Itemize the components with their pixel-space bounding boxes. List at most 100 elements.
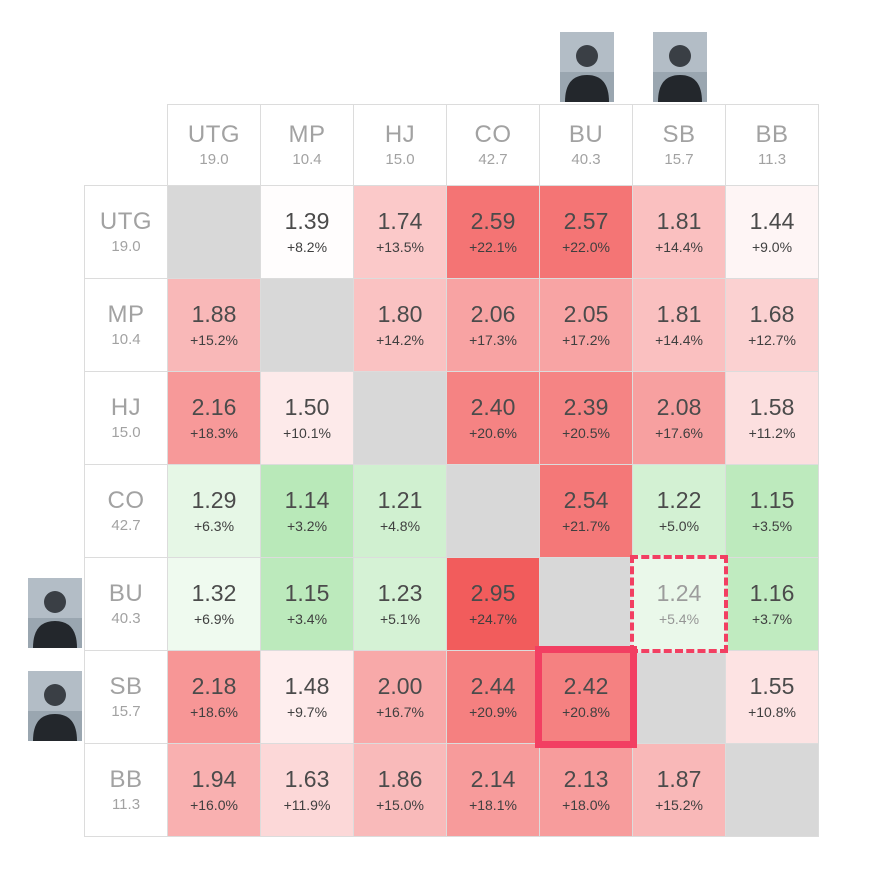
matrix-cell-hj-vs-utg[interactable]: 2.16 +18.3% <box>168 372 261 465</box>
matrix-cell-sb-vs-bu[interactable]: 2.42 +20.8% <box>535 646 637 748</box>
cell-ev-percent: +14.4% <box>655 331 703 348</box>
matrix-cell-bb-vs-bu[interactable]: 2.13 +18.0% <box>540 744 633 837</box>
column-header-mp[interactable]: MP 10.4 <box>261 104 354 186</box>
matrix-cell-bu-vs-co[interactable]: 2.95 +24.7% <box>447 558 540 651</box>
matrix-cell-mp-vs-bb[interactable]: 1.68 +12.7% <box>726 279 819 372</box>
matrix-cell-utg-vs-hj[interactable]: 1.74 +13.5% <box>354 186 447 279</box>
matrix-cell-sb-vs-utg[interactable]: 2.18 +18.6% <box>168 651 261 744</box>
row-header-label: HJ <box>110 393 142 421</box>
cell-ev-value: 1.81 <box>656 301 702 328</box>
matrix-cell-bb-vs-mp[interactable]: 1.63 +11.9% <box>261 744 354 837</box>
matrix-cell-utg-vs-sb[interactable]: 1.81 +14.4% <box>633 186 726 279</box>
cell-ev-percent: +22.1% <box>469 238 517 255</box>
player-avatar-bu-column[interactable] <box>560 32 614 102</box>
column-header-hj[interactable]: HJ 15.0 <box>354 104 447 186</box>
matrix-cell-hj-vs-bu[interactable]: 2.39 +20.5% <box>540 372 633 465</box>
player-avatar-bu-row[interactable] <box>28 578 82 648</box>
player-avatar-sb-row[interactable] <box>28 671 82 741</box>
cell-ev-percent: +3.7% <box>751 610 793 627</box>
matrix-cell-sb-vs-mp[interactable]: 1.48 +9.7% <box>261 651 354 744</box>
cell-ev-percent: +5.1% <box>379 610 421 627</box>
matrix-cell-co-vs-mp[interactable]: 1.14 +3.2% <box>261 465 354 558</box>
player-photo-icon <box>653 32 707 102</box>
column-header-bb[interactable]: BB 11.3 <box>726 104 819 186</box>
cell-ev-percent: +15.2% <box>655 796 703 813</box>
cell-ev-percent: +9.7% <box>286 703 328 720</box>
matrix-cell-bb-vs-hj[interactable]: 1.86 +15.0% <box>354 744 447 837</box>
matrix-cell-bu-vs-mp[interactable]: 1.15 +3.4% <box>261 558 354 651</box>
cell-ev-value: 2.54 <box>563 487 609 514</box>
cell-ev-percent: +18.6% <box>190 703 238 720</box>
matrix-cell-hj-vs-mp[interactable]: 1.50 +10.1% <box>261 372 354 465</box>
cell-ev-value: 1.94 <box>191 766 237 793</box>
cell-ev-value: 1.86 <box>377 766 423 793</box>
matrix-cell-sb-vs-bb[interactable]: 1.55 +10.8% <box>726 651 819 744</box>
cell-ev-value: 1.80 <box>377 301 423 328</box>
row-header-utg[interactable]: UTG 19.0 <box>84 186 168 279</box>
matrix-cell-co-vs-sb[interactable]: 1.22 +5.0% <box>633 465 726 558</box>
column-header-sb[interactable]: SB 15.7 <box>633 104 726 186</box>
matrix-cell-bu-vs-hj[interactable]: 1.23 +5.1% <box>354 558 447 651</box>
row-header-stack: 11.3 <box>111 796 141 814</box>
cell-ev-percent: +8.2% <box>286 238 328 255</box>
matrix-cell-sb-vs-co[interactable]: 2.44 +20.9% <box>447 651 540 744</box>
matrix-cell-bu-vs-utg[interactable]: 1.32 +6.9% <box>168 558 261 651</box>
cell-ev-value: 1.15 <box>284 580 330 607</box>
matrix-cell-utg-vs-bb[interactable]: 1.44 +9.0% <box>726 186 819 279</box>
column-header-stack: 42.7 <box>478 151 508 169</box>
cell-ev-percent: +16.7% <box>376 703 424 720</box>
column-header-utg[interactable]: UTG 19.0 <box>168 104 261 186</box>
player-avatar-sb-column[interactable] <box>653 32 707 102</box>
matrix-cell-hj-vs-bb[interactable]: 1.58 +11.2% <box>726 372 819 465</box>
cell-ev-value: 1.23 <box>377 580 423 607</box>
cell-ev-value: 2.13 <box>563 766 609 793</box>
matrix-cell-hj-vs-co[interactable]: 2.40 +20.6% <box>447 372 540 465</box>
matrix-cell-co-vs-bu[interactable]: 2.54 +21.7% <box>540 465 633 558</box>
matrix-cell-sb-vs-hj[interactable]: 2.00 +16.7% <box>354 651 447 744</box>
diagonal-cell-bb <box>726 744 819 837</box>
matrix-cell-co-vs-utg[interactable]: 1.29 +6.3% <box>168 465 261 558</box>
cell-ev-percent: +15.0% <box>376 796 424 813</box>
matrix-cell-co-vs-hj[interactable]: 1.21 +4.8% <box>354 465 447 558</box>
cell-ev-value: 2.59 <box>470 208 516 235</box>
matrix-cell-utg-vs-co[interactable]: 2.59 +22.1% <box>447 186 540 279</box>
matrix-cell-bu-vs-bb[interactable]: 1.16 +3.7% <box>726 558 819 651</box>
matrix-cell-bb-vs-co[interactable]: 2.14 +18.1% <box>447 744 540 837</box>
cell-ev-value: 1.14 <box>284 487 330 514</box>
matrix-cell-utg-vs-mp[interactable]: 1.39 +8.2% <box>261 186 354 279</box>
matrix-cell-mp-vs-utg[interactable]: 1.88 +15.2% <box>168 279 261 372</box>
row-header-hj[interactable]: HJ 15.0 <box>84 372 168 465</box>
column-header-label: SB <box>662 120 696 148</box>
matrix-cell-utg-vs-bu[interactable]: 2.57 +22.0% <box>540 186 633 279</box>
row-header-stack: 42.7 <box>111 517 141 535</box>
matrix-cell-mp-vs-hj[interactable]: 1.80 +14.2% <box>354 279 447 372</box>
cell-ev-percent: +20.9% <box>469 703 517 720</box>
player-photo-icon <box>560 32 614 102</box>
diagonal-cell-utg <box>168 186 261 279</box>
row-header-sb[interactable]: SB 15.7 <box>84 651 168 744</box>
row-header-label: UTG <box>99 207 153 235</box>
cell-ev-percent: +3.4% <box>286 610 328 627</box>
matrix-cell-bb-vs-sb[interactable]: 1.87 +15.2% <box>633 744 726 837</box>
cell-ev-value: 1.58 <box>749 394 795 421</box>
column-header-bu[interactable]: BU 40.3 <box>540 104 633 186</box>
column-header-co[interactable]: CO 42.7 <box>447 104 540 186</box>
matrix-cell-hj-vs-sb[interactable]: 2.08 +17.6% <box>633 372 726 465</box>
matrix-cell-mp-vs-co[interactable]: 2.06 +17.3% <box>447 279 540 372</box>
cell-ev-value: 1.16 <box>749 580 795 607</box>
matrix-cell-mp-vs-sb[interactable]: 1.81 +14.4% <box>633 279 726 372</box>
column-header-label: MP <box>288 120 326 148</box>
matrix-cell-bb-vs-utg[interactable]: 1.94 +16.0% <box>168 744 261 837</box>
row-header-label: BU <box>108 579 144 607</box>
row-header-bb[interactable]: BB 11.3 <box>84 744 168 837</box>
row-header-bu[interactable]: BU 40.3 <box>84 558 168 651</box>
matrix-cell-bu-vs-sb[interactable]: 1.24 +5.4% <box>630 555 728 653</box>
row-header-co[interactable]: CO 42.7 <box>84 465 168 558</box>
cell-ev-value: 1.81 <box>656 208 702 235</box>
matrix-cell-co-vs-bb[interactable]: 1.15 +3.5% <box>726 465 819 558</box>
matrix-cell-mp-vs-bu[interactable]: 2.05 +17.2% <box>540 279 633 372</box>
row-header-mp[interactable]: MP 10.4 <box>84 279 168 372</box>
column-header-label: CO <box>474 120 512 148</box>
cell-ev-value: 2.16 <box>191 394 237 421</box>
cell-ev-value: 1.55 <box>749 673 795 700</box>
